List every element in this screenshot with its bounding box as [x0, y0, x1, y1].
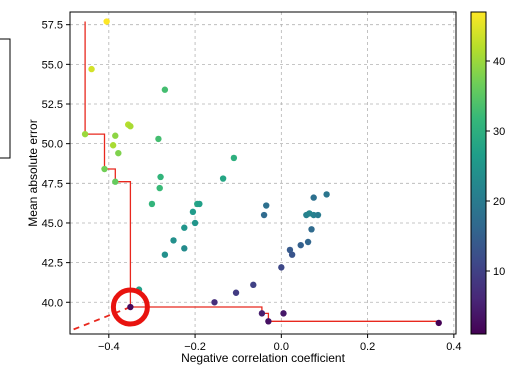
data-point: [286, 246, 294, 254]
data-point: [310, 194, 317, 201]
colorbar-tick-label: 40: [493, 56, 505, 68]
data-point: [156, 184, 163, 192]
data-point: [263, 202, 270, 209]
data-point: [211, 299, 218, 306]
x-tick-label: 0.0: [274, 341, 289, 353]
data-point: [157, 173, 164, 181]
y-tick-label: 50.0: [42, 139, 63, 151]
y-axis: 40.0 42.5 45.0 47.5 50.0 52.5 55.0 57.5: [42, 20, 70, 309]
y-tick-label: 42.5: [42, 258, 63, 270]
data-point: [155, 135, 162, 143]
data-point: [219, 175, 227, 182]
data-point: [181, 245, 188, 252]
data-point: [265, 318, 272, 325]
data-point: [170, 237, 177, 244]
y-tick-label: 40.0: [42, 297, 63, 309]
pareto-front-line: [70, 21, 439, 332]
data-point: [148, 200, 156, 208]
y-tick-label: 52.5: [42, 99, 63, 111]
data-point: [189, 208, 197, 216]
plot-frame: [69, 11, 457, 335]
x-tick-label: −0.4: [98, 341, 120, 353]
data-point: [161, 86, 169, 93]
data-point: [278, 264, 285, 271]
data-point: [435, 319, 442, 327]
data-point: [81, 130, 89, 138]
data-point: [314, 211, 322, 219]
data-point: [127, 303, 134, 311]
y-tick-label: 55.0: [42, 59, 63, 71]
data-point: [323, 191, 330, 198]
highlight-group: [110, 287, 150, 327]
data-point: [308, 226, 315, 233]
plot-area: [70, 18, 442, 332]
data-point: [297, 241, 304, 249]
colorbar-tick-label: 30: [493, 126, 505, 138]
data-point: [191, 219, 199, 227]
y-tick-label: 57.5: [42, 20, 63, 32]
data-point: [88, 65, 95, 73]
data-point: [127, 123, 134, 130]
y-tick-label: 47.5: [42, 178, 63, 190]
data-point: [230, 154, 238, 162]
x-tick-label: 0.4: [446, 341, 461, 353]
data-point: [288, 251, 296, 258]
data-point: [250, 281, 257, 289]
highlight-circle: [110, 287, 150, 327]
data-point: [112, 178, 119, 185]
data-point: [260, 211, 268, 219]
data-point: [232, 289, 240, 296]
data-point: [115, 149, 122, 157]
x-axis: −0.4 −0.2 0.0 0.2 0.4: [98, 334, 461, 353]
data-point: [196, 200, 203, 208]
colorbar-gradient: [470, 11, 487, 335]
x-axis-label: Negative correlation coefficient: [181, 351, 346, 365]
data-point: [181, 224, 188, 231]
y-tick-label: 45.0: [42, 218, 63, 230]
colorbar-tick-label: 10: [493, 266, 505, 278]
data-point: [258, 310, 266, 317]
x-tick-label: 0.2: [360, 341, 375, 353]
y-axis-label: Mean absolute error: [26, 119, 40, 226]
colorbar-tick-label: 20: [493, 196, 505, 208]
legend-box-fragment: [0, 38, 11, 159]
data-point: [103, 18, 110, 25]
data-point: [112, 132, 119, 139]
data-point: [109, 142, 117, 149]
x-tick-label: −0.2: [184, 341, 206, 353]
data-point: [101, 165, 108, 173]
data-point: [304, 238, 312, 246]
data-point: [161, 251, 169, 258]
colorbar: 10 20 30 40: [470, 11, 505, 335]
pareto-front-path: [84, 21, 439, 322]
gridlines: [70, 12, 456, 334]
data-point: [280, 310, 287, 317]
data-points: [81, 18, 442, 327]
